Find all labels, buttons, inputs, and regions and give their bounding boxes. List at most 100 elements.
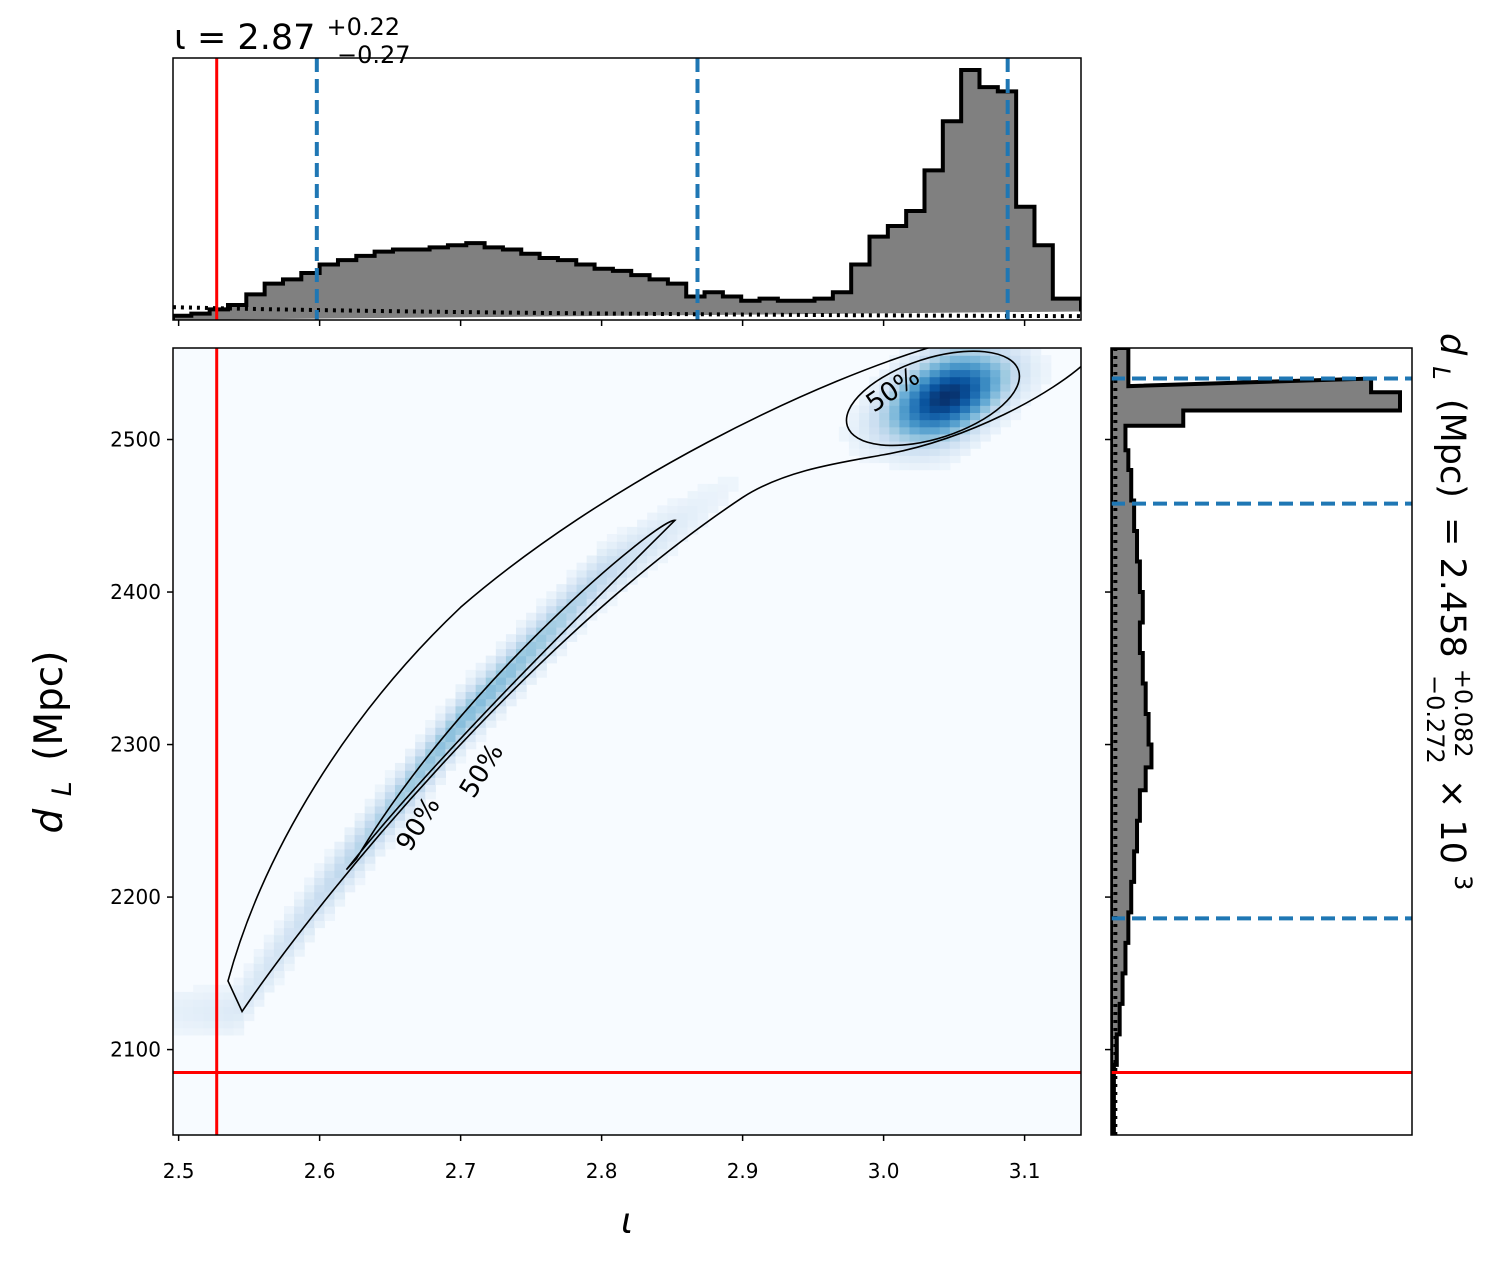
- density-cell: [889, 383, 900, 392]
- density-cell: [838, 433, 850, 442]
- density-cell: [445, 705, 457, 714]
- density-cell: [657, 548, 668, 557]
- density-cell: [596, 605, 608, 614]
- density-cell: [687, 491, 699, 499]
- density-cell: [606, 534, 618, 542]
- density-cell: [909, 376, 921, 385]
- density-cell: [304, 927, 315, 936]
- iota-prior-line: [173, 305, 1081, 319]
- density-cell: [213, 984, 225, 993]
- density-cell: [919, 455, 931, 464]
- density-cell: [667, 526, 679, 535]
- density-cell: [324, 884, 336, 893]
- density-cell: [1010, 376, 1022, 385]
- density-cell: [505, 648, 517, 657]
- density-cell: [384, 791, 396, 800]
- density-cell: [889, 412, 900, 421]
- density-cell: [939, 433, 951, 442]
- density-cell: [536, 634, 547, 642]
- density-cell: [848, 448, 860, 456]
- density-cell: [485, 677, 497, 685]
- credible-contours: [227, 348, 1081, 1014]
- y-axis-label: d L (Mpc): [27, 651, 81, 834]
- density-cell: [687, 526, 699, 535]
- density-cell: [394, 784, 406, 793]
- density-cell: [314, 870, 325, 879]
- density-cell: [879, 405, 890, 413]
- density-cell: [485, 720, 497, 728]
- density-cell: [949, 419, 961, 428]
- density-cell: [627, 562, 638, 571]
- density-cell: [627, 548, 638, 557]
- density-cell: [919, 390, 931, 399]
- density-cell: [475, 684, 487, 693]
- density-cell: [526, 612, 537, 621]
- density-cell: [637, 569, 648, 578]
- density-cell: [233, 1027, 245, 1036]
- density-cell: [970, 412, 981, 421]
- density-cell: [879, 383, 890, 392]
- density-cell: [929, 405, 941, 413]
- density-cell: [263, 977, 275, 986]
- density-cell: [576, 584, 588, 592]
- density-cell: [243, 984, 255, 993]
- density-cell: [677, 534, 689, 542]
- density-cell: [354, 834, 366, 843]
- density-cell: [354, 877, 366, 886]
- density-cell: [394, 820, 406, 828]
- density-cell: [354, 813, 366, 821]
- density-cell: [606, 576, 618, 585]
- density-cell: [283, 906, 295, 914]
- density-cell: [526, 677, 537, 685]
- density-cell: [384, 820, 396, 828]
- density-cell: [465, 720, 477, 728]
- density-cell: [949, 405, 961, 413]
- density-cell: [304, 898, 315, 907]
- density-cell: [657, 541, 668, 549]
- density-cell: [627, 569, 638, 578]
- density-cell: [304, 884, 315, 893]
- density-cell: [586, 612, 598, 621]
- density-cell: [435, 734, 446, 743]
- density-cell: [314, 863, 325, 871]
- density-cell: [435, 748, 446, 757]
- density-cell: [344, 841, 356, 850]
- density-cell: [556, 634, 568, 642]
- density-cell: [566, 584, 578, 592]
- density-cell: [223, 1020, 235, 1029]
- density-cell: [526, 627, 537, 635]
- density-cell: [334, 884, 346, 893]
- density-cell: [586, 584, 598, 592]
- density-cell: [899, 348, 911, 356]
- density-cell: [1000, 390, 1011, 399]
- density-cell: [435, 720, 446, 728]
- density-cell: [294, 920, 305, 929]
- density-cell: [253, 991, 265, 1000]
- density-cell: [980, 383, 991, 392]
- density-cell: [203, 984, 214, 993]
- density-cell: [374, 827, 386, 836]
- density-cell: [1020, 355, 1032, 363]
- density-cell: [909, 448, 921, 456]
- density-cell: [1040, 362, 1052, 371]
- density-cell: [859, 455, 870, 464]
- density-cell: [394, 827, 406, 836]
- density-cell: [354, 863, 366, 871]
- density-cell: [273, 948, 285, 957]
- density-cell: [970, 433, 981, 442]
- density-cell: [233, 977, 245, 986]
- density-cell: [294, 941, 305, 950]
- density-cell: [970, 376, 981, 385]
- density-cell: [949, 355, 961, 363]
- density-cell: [717, 491, 729, 499]
- density-cell: [536, 605, 547, 614]
- density-cell: [374, 848, 386, 857]
- density-cell: [354, 855, 366, 864]
- density-cell: [616, 548, 628, 557]
- density-cell: [223, 991, 235, 1000]
- density-cell: [616, 555, 628, 564]
- iota-summary-title: ι = 2.87 +0.22 −0.27: [174, 4, 411, 69]
- density-cell: [717, 483, 729, 492]
- density-cell: [435, 770, 446, 778]
- density-cell: [203, 1006, 214, 1014]
